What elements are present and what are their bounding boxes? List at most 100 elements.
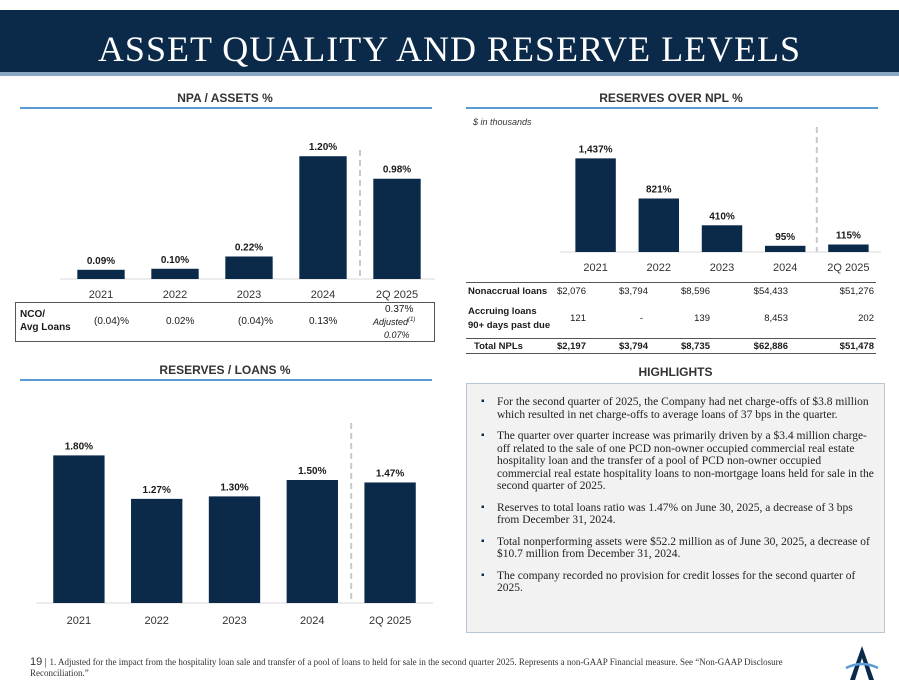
data-label: 1.80% xyxy=(65,441,93,452)
data-label: 0.09% xyxy=(87,256,115,267)
x-tick-label: 2Q 2025 xyxy=(369,615,411,627)
nco-value-2022: 0.02% xyxy=(166,316,195,327)
data-label: 0.22% xyxy=(235,242,263,253)
row-label-2: 90+ days past due xyxy=(468,320,551,331)
table-row: Accruing loans 90+ days past due 121 - 1… xyxy=(466,304,876,334)
data-label: 115% xyxy=(836,231,861,242)
cell: $2,197 xyxy=(556,341,586,352)
footer-separator: | xyxy=(44,656,50,668)
table-row: Total NPLs $2,197 $3,794 $8,735 $62,886 … xyxy=(466,338,876,354)
cell: $3,794 xyxy=(618,341,648,352)
page-number: 19 xyxy=(30,656,43,668)
cell: 8,453 xyxy=(764,313,788,324)
x-tick-label: 2023 xyxy=(237,289,261,301)
cell: $8,735 xyxy=(680,341,710,352)
table-row: Nonaccrual loans $2,076 $3,794 $8,596 $5… xyxy=(466,282,876,300)
reserves-npl-title-rule xyxy=(466,107,878,109)
reserves-loans-chart: 1.80% 2021 1.27% 2022 1.30% 2023 1.50% 2024 1.47… xyxy=(36,423,433,627)
bar-2023 xyxy=(225,256,273,279)
row-label: Total NPLs xyxy=(474,341,523,352)
nco-label-line2: Avg Loans xyxy=(20,322,71,333)
nco-avg-loans-box: NCO/ Avg Loans (0.04)% 0.02% (0.04)% 0.1… xyxy=(15,302,435,342)
npa-title-rule xyxy=(20,107,432,109)
data-label: 95% xyxy=(775,232,795,243)
bar-2022 xyxy=(131,498,183,603)
x-tick-label: 2022 xyxy=(144,615,168,627)
data-label: 410% xyxy=(709,211,735,222)
x-tick-label: 2021 xyxy=(583,262,607,274)
bar-2q-2025 xyxy=(364,482,416,603)
reserves-npl-title: RESERVES OVER NPL % xyxy=(599,91,743,105)
cell: $8,596 xyxy=(680,286,710,297)
cell: $3,794 xyxy=(618,286,648,297)
nco-adjusted-label: Adjusted(1) xyxy=(373,317,416,327)
row-label: Accruing loans xyxy=(468,306,537,317)
row-label: Nonaccrual loans xyxy=(468,286,548,297)
highlights-title: HIGHLIGHTS xyxy=(638,365,713,379)
bar-2024 xyxy=(299,156,347,279)
cell: - xyxy=(639,313,643,324)
list-item: The company recorded no provision for cr… xyxy=(481,570,874,595)
x-tick-label: 2024 xyxy=(311,289,335,301)
nco-adjusted-value: 0.07% xyxy=(384,330,410,340)
list-item: Reserves to total loans ratio was 1.47% … xyxy=(481,502,874,527)
cell: $2,076 xyxy=(556,286,586,297)
bar-2022 xyxy=(638,198,680,252)
npa-assets-chart: 0.09% 2021 0.10% 2022 0.22% 2023 1.20% 2024 0.98… xyxy=(60,142,435,301)
bar-2023 xyxy=(701,225,743,252)
data-label: 1.47% xyxy=(376,468,404,479)
nco-value-2024: 0.13% xyxy=(309,316,338,327)
list-item: Total nonperforming assets were $52.2 mi… xyxy=(481,536,874,561)
data-label: 1.20% xyxy=(309,142,337,153)
data-label: 1.30% xyxy=(220,482,248,493)
x-tick-label: 2024 xyxy=(300,615,324,627)
x-tick-label: 2Q 2025 xyxy=(827,262,869,274)
data-label: 1.27% xyxy=(143,485,171,496)
reserves-loans-title: RESERVES / LOANS % xyxy=(159,363,291,377)
bar-2021 xyxy=(77,269,125,279)
reserves-loans-title-rule xyxy=(20,379,432,381)
highlights-box: For the second quarter of 2025, the Comp… xyxy=(466,383,885,633)
bar-2q-2025 xyxy=(373,178,421,279)
bar-2022 xyxy=(151,268,199,279)
cell: $51,276 xyxy=(839,286,874,297)
data-label: 0.10% xyxy=(161,255,189,266)
cell: 202 xyxy=(858,313,874,324)
footnote: 1. Adjusted for the impact from the hosp… xyxy=(30,657,783,678)
nco-value-2q2025: 0.37% xyxy=(385,304,414,315)
title-banner: ASSET QUALITY AND RESERVE LEVELS xyxy=(0,10,899,76)
cell: 139 xyxy=(694,313,710,324)
bar-2024 xyxy=(764,245,806,252)
bar-2023 xyxy=(208,496,261,603)
company-logo xyxy=(845,646,879,680)
cell: $51,478 xyxy=(839,341,874,352)
list-item: The quarter over quarter increase was pr… xyxy=(481,430,874,493)
nco-value-2023: (0.04)% xyxy=(238,316,274,327)
bar-2021 xyxy=(575,158,616,252)
data-label: 821% xyxy=(646,185,672,196)
in-thousands-note: $ in thousands xyxy=(473,117,532,127)
x-tick-label: 2Q 2025 xyxy=(376,289,418,301)
data-label: 1,437% xyxy=(579,144,613,155)
x-tick-label: 2022 xyxy=(647,262,671,274)
reserves-npl-chart: 1,437% 2021 821% 2022 410% 2023 95% 2024 115% 2Q … xyxy=(560,127,881,274)
cell: $62,886 xyxy=(753,341,788,352)
x-tick-label: 2021 xyxy=(89,289,113,301)
x-tick-label: 2024 xyxy=(773,262,797,274)
cell: $54,433 xyxy=(753,286,788,297)
data-label: 0.98% xyxy=(383,165,411,176)
bar-2024 xyxy=(286,480,338,603)
x-tick-label: 2021 xyxy=(67,615,91,627)
nco-value-2021: (0.04)% xyxy=(94,316,130,327)
nco-label-line1: NCO/ xyxy=(20,309,45,320)
highlights-list: For the second quarter of 2025, the Comp… xyxy=(467,384,884,595)
bar-2021 xyxy=(53,455,105,603)
data-label: 1.50% xyxy=(298,466,326,477)
bar-2q-2025 xyxy=(828,244,869,252)
footer: 19 | 1. Adjusted for the impact from the… xyxy=(30,657,830,679)
page-title: ASSET QUALITY AND RESERVE LEVELS xyxy=(97,29,802,69)
x-tick-label: 2022 xyxy=(163,289,187,301)
x-tick-label: 2023 xyxy=(710,262,734,274)
list-item: For the second quarter of 2025, the Comp… xyxy=(481,396,874,421)
x-tick-label: 2023 xyxy=(222,615,246,627)
